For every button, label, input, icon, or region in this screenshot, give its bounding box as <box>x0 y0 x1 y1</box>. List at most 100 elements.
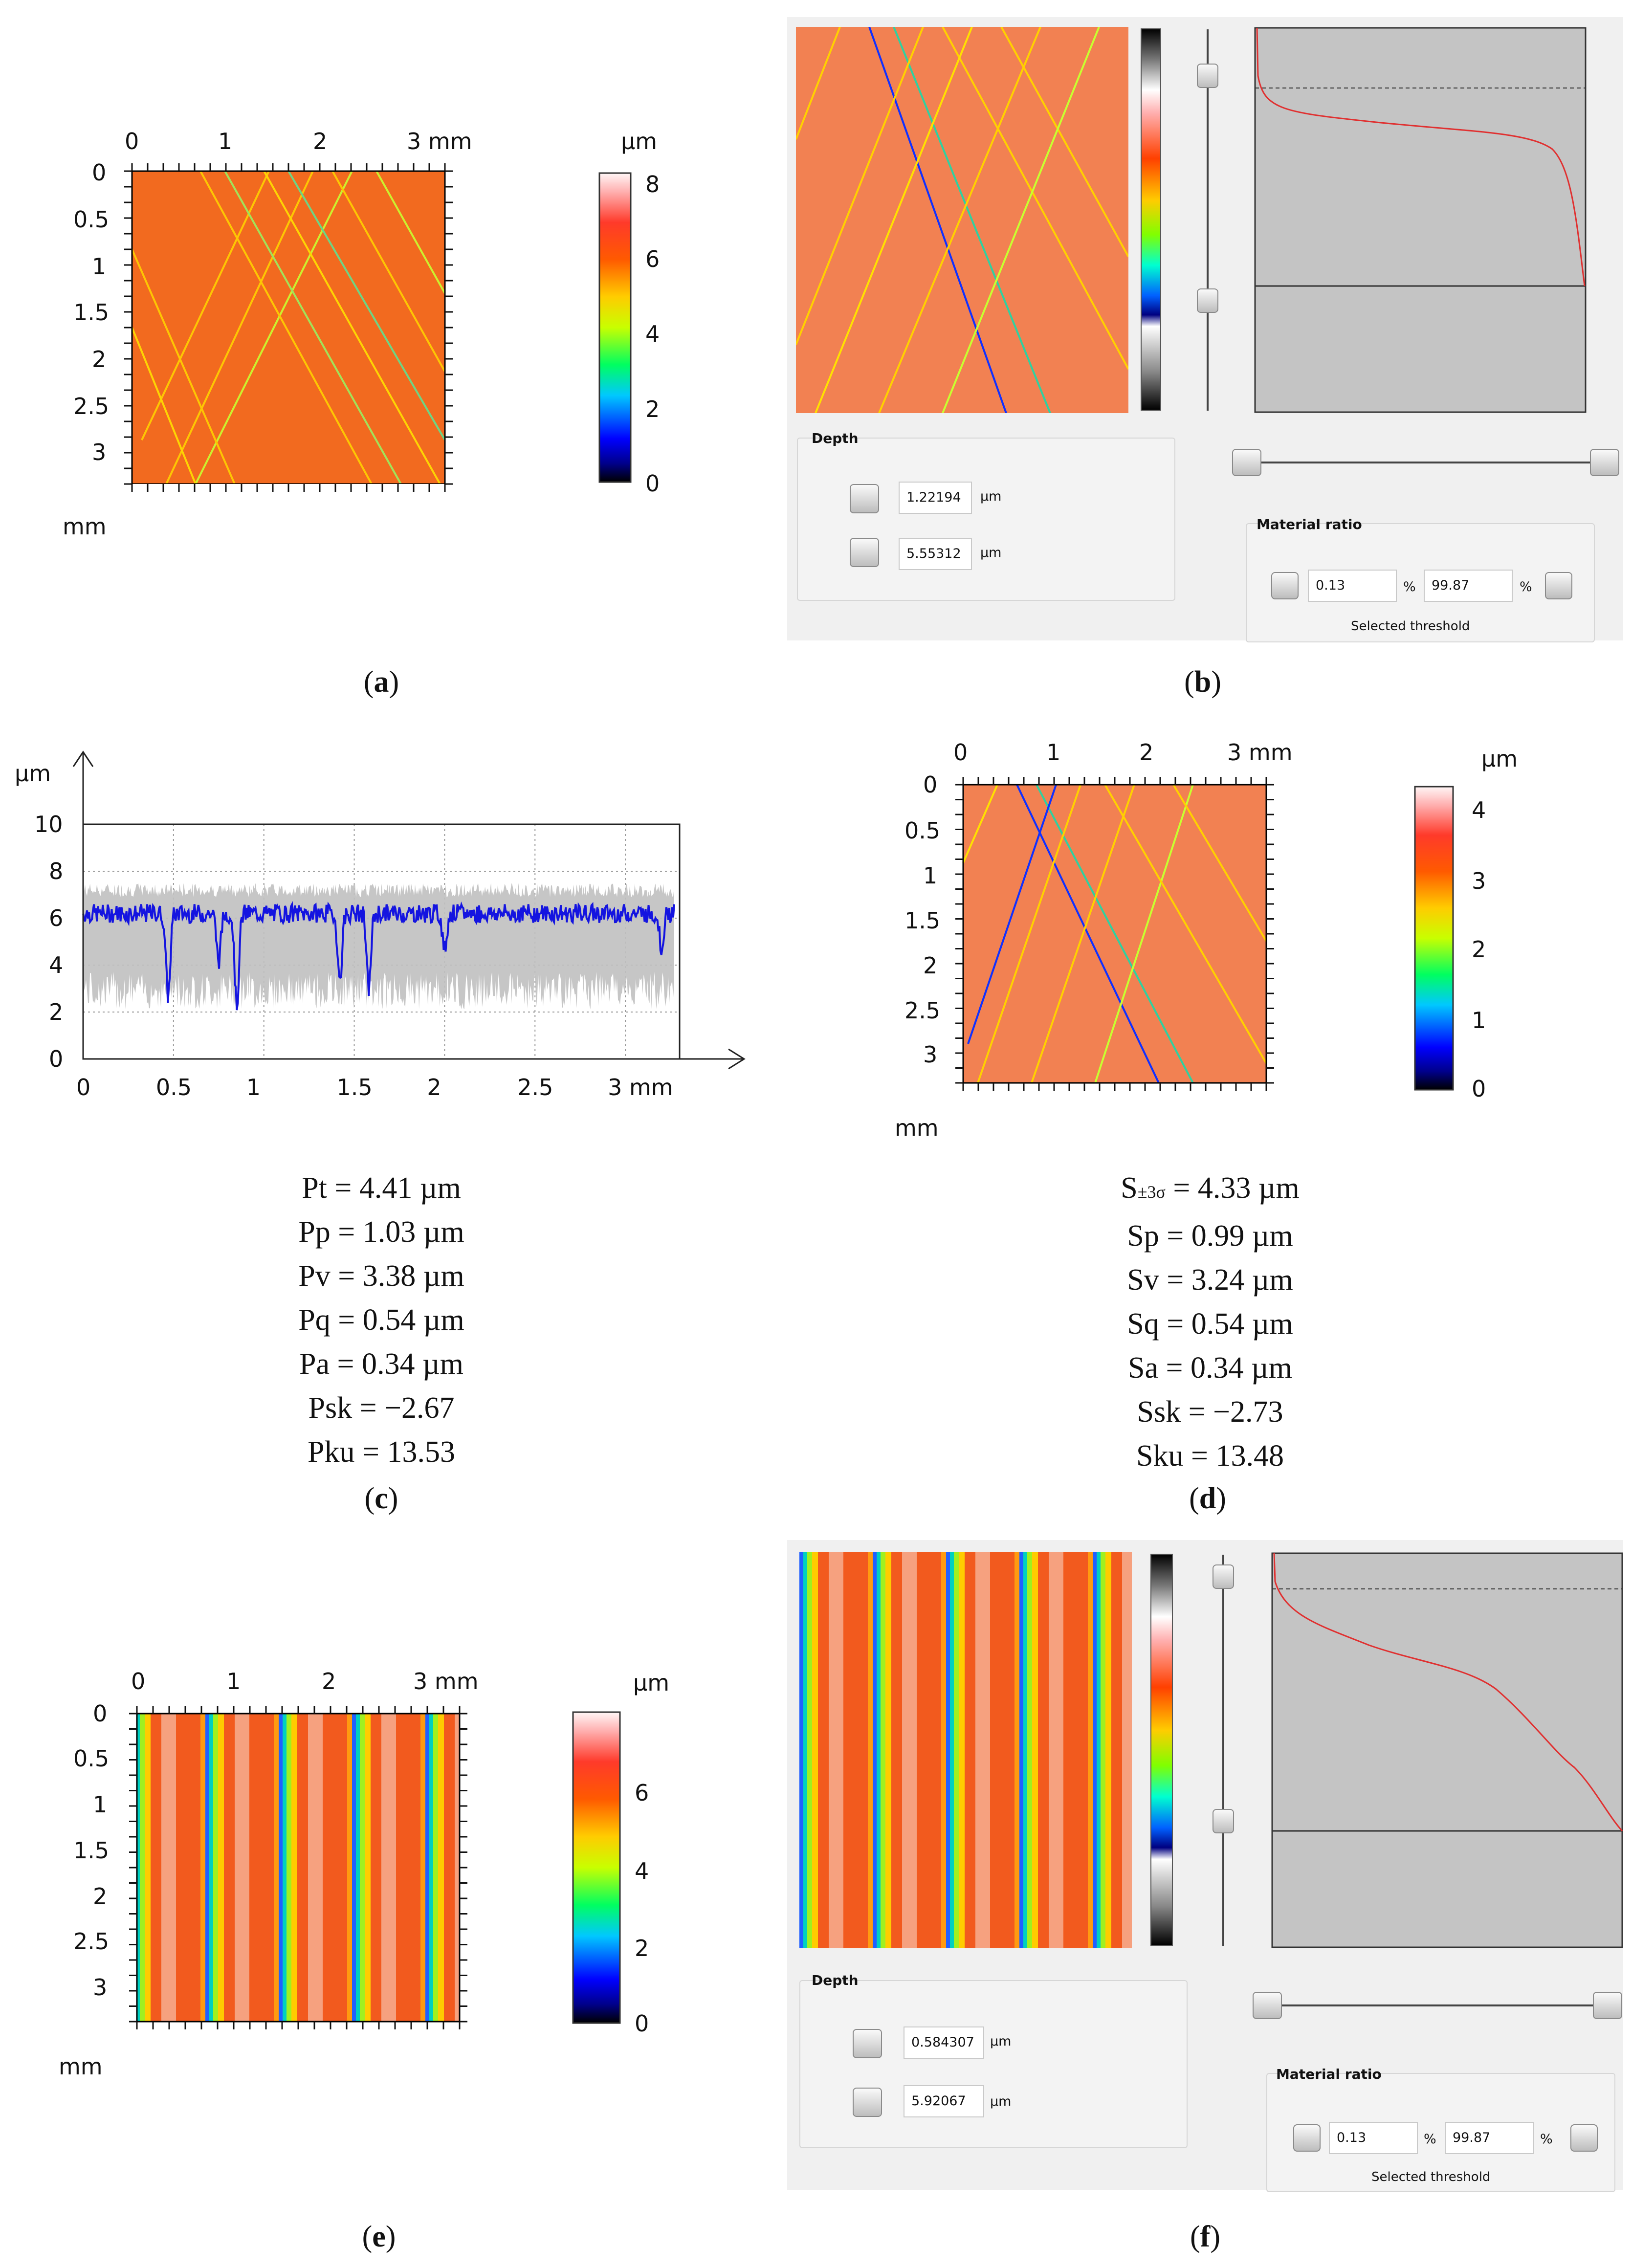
colorbar-tick: 2 <box>635 1935 649 1961</box>
stat-sv: Sv = 3.24 µm <box>1127 1263 1293 1297</box>
profile-line <box>82 901 675 1011</box>
y-tick-label: 6 <box>49 905 63 931</box>
y-tick: 0.5 <box>73 1745 110 1772</box>
colorbar-tick: 4 <box>645 321 660 347</box>
topography-map-a <box>131 170 446 484</box>
y-tick-label: 10 <box>34 811 63 837</box>
colorbar-d <box>1414 786 1454 1091</box>
colorbar-tick: 4 <box>1472 797 1486 823</box>
depth-lower-button[interactable] <box>850 538 879 567</box>
topography-map-d <box>962 784 1267 1084</box>
depth-upper-unit: µm <box>980 489 1002 504</box>
depth-lower-slider-thumb[interactable] <box>1197 288 1218 313</box>
ratio-left-slider-thumb[interactable] <box>1253 1992 1282 2019</box>
ratio-left-slider-thumb[interactable] <box>1232 449 1261 476</box>
stat-s3sigma-value: = 4.33 µm <box>1165 1171 1300 1205</box>
ratio-slider-track <box>1242 462 1609 463</box>
caption-c: (c) <box>364 1482 398 1515</box>
colorbar-unit: µm <box>621 128 658 154</box>
depth-group-b <box>797 438 1175 601</box>
stat-pa: Pa = 0.34 µm <box>299 1347 463 1381</box>
colorbar-tick: 2 <box>645 396 660 422</box>
depth-upper-input[interactable]: 0.584307 <box>904 2026 984 2059</box>
y-tick: 2.5 <box>73 393 110 419</box>
stat-ssk: Ssk = −2.73 <box>1137 1395 1283 1429</box>
y-tick: 1.5 <box>73 299 110 326</box>
x-tick-label: 1.5 <box>337 1074 373 1101</box>
ratio-left-unit: % <box>1403 579 1416 595</box>
y-tick: 0.5 <box>73 206 110 233</box>
x-tick: 3 mm <box>413 1668 479 1695</box>
x-tick: 1 <box>218 128 233 154</box>
abbott-curve-f <box>1271 1552 1623 1948</box>
stat-sp: Sp = 0.99 µm <box>1127 1219 1293 1253</box>
y-tick-label: 4 <box>49 952 63 978</box>
depth-lower-input[interactable]: 5.92067 <box>904 2085 984 2117</box>
y-axis-arrow <box>72 750 94 767</box>
y-tick: 1.5 <box>73 1837 110 1864</box>
surface-stats: S±3σ = 4.33 µm Sp = 0.99 µm Sv = 3.24 µm… <box>1039 1166 1381 1478</box>
ratio-left-unit: % <box>1424 2132 1436 2147</box>
ratio-increase-button[interactable] <box>1570 2124 1598 2152</box>
depth-lower-input[interactable]: 5.55312 <box>899 538 972 570</box>
abbott-curve-b <box>1254 27 1587 413</box>
caption-label: e <box>372 2220 386 2253</box>
ratio-right-unit: % <box>1520 579 1532 595</box>
y-tick-label: 2 <box>49 999 63 1025</box>
stat-s3sigma: S±3σ = 4.33 µm <box>1039 1166 1381 1214</box>
selected-threshold-label: Selected threshold <box>1351 619 1470 634</box>
material-ratio-group-f <box>1266 2073 1615 2192</box>
ratio-right-input[interactable]: 99.87 <box>1424 570 1513 602</box>
caption-b: (b) <box>1184 665 1221 699</box>
depth-title: Depth <box>812 430 859 446</box>
caption-label: b <box>1194 665 1212 699</box>
colorbar-tick: 8 <box>645 171 660 198</box>
y-tick: 3 <box>92 439 107 465</box>
x-tick: 0 <box>953 739 968 766</box>
y-tick: 2 <box>92 346 107 373</box>
y-unit: mm <box>59 2053 103 2080</box>
ratio-right-slider-thumb[interactable] <box>1590 449 1619 476</box>
y-axis-unit: µm <box>15 760 51 787</box>
colorbar-b <box>1141 28 1161 411</box>
y-tick: 0 <box>92 159 107 186</box>
y-tick: 1 <box>92 253 107 280</box>
ratio-left-input[interactable]: 0.13 <box>1308 570 1397 602</box>
ratio-decrease-button[interactable] <box>1293 2124 1321 2152</box>
y-tick: 2.5 <box>73 1928 110 1955</box>
topography-map-e <box>136 1713 461 2023</box>
profile-chart-c: 0 0.5 1 1.5 2 2.5 3 mm 0 2 4 6 8 10 <box>34 750 746 1101</box>
ratio-right-input[interactable]: 99.87 <box>1445 2122 1534 2154</box>
material-ratio-group-b <box>1246 523 1595 642</box>
depth-upper-input[interactable]: 1.22194 <box>899 482 972 514</box>
ratio-slider-track <box>1266 2004 1609 2006</box>
stat-sku: Sku = 13.48 <box>1136 1439 1284 1473</box>
depth-upper-slider-thumb[interactable] <box>1213 1564 1234 1589</box>
stat-pp: Pp = 1.03 µm <box>298 1215 464 1249</box>
y-tick-label: 0 <box>49 1046 63 1072</box>
colorbar-a <box>598 172 632 483</box>
depth-lower-unit: µm <box>980 545 1002 560</box>
caption-e: (e) <box>362 2220 396 2253</box>
ratio-decrease-button[interactable] <box>1271 572 1299 599</box>
colorbar-tick: 2 <box>1472 936 1486 963</box>
depth-lower-button[interactable] <box>853 2088 882 2117</box>
colorbar-tick: 0 <box>1472 1076 1486 1102</box>
ratio-increase-button[interactable] <box>1545 572 1572 599</box>
depth-upper-button[interactable] <box>850 484 879 513</box>
x-tick: 2 <box>313 128 328 154</box>
caption-label: f <box>1200 2220 1211 2253</box>
caption-d: (d) <box>1189 1482 1226 1515</box>
x-tick: 2 <box>322 1668 336 1695</box>
colorbar-tick: 3 <box>1472 868 1486 894</box>
depth-lower-slider-thumb[interactable] <box>1213 1809 1234 1833</box>
caption-label: a <box>374 665 389 699</box>
y-tick: 1 <box>93 1791 108 1818</box>
depth-upper-slider-thumb[interactable] <box>1197 64 1218 88</box>
ratio-left-input[interactable]: 0.13 <box>1329 2122 1418 2154</box>
ratio-right-slider-thumb[interactable] <box>1593 1992 1622 2019</box>
depth-upper-button[interactable] <box>853 2029 882 2058</box>
depth-upper-unit: µm <box>990 2034 1012 2049</box>
topography-preview-b <box>796 27 1128 413</box>
y-tick: 2 <box>93 1883 108 1910</box>
